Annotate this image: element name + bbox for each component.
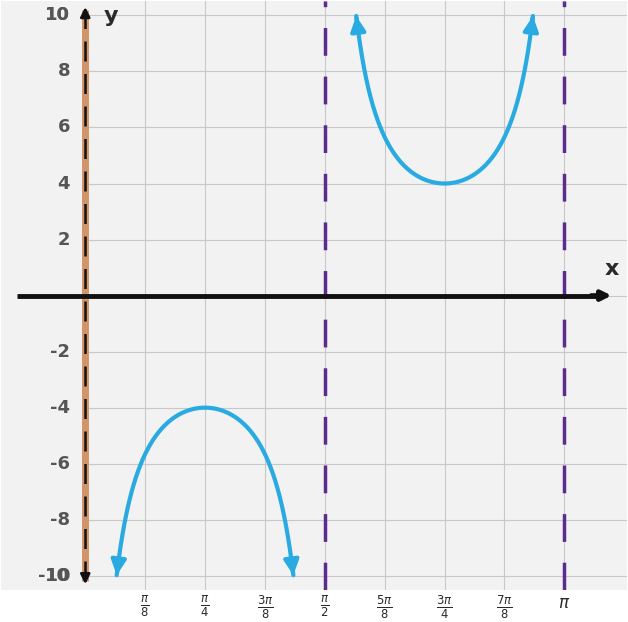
Text: 10: 10 [45,6,70,24]
Text: y: y [104,6,118,26]
Text: $\frac{7\pi}{8}$: $\frac{7\pi}{8}$ [496,594,512,621]
Text: $\frac{5\pi}{8}$: $\frac{5\pi}{8}$ [376,594,393,621]
Text: $\frac{\pi}{4}$: $\frac{\pi}{4}$ [200,594,210,620]
Text: $\frac{3\pi}{4}$: $\frac{3\pi}{4}$ [436,594,453,621]
Text: -8: -8 [50,511,70,529]
Text: 10: 10 [45,567,70,585]
Text: 10: 10 [45,6,70,24]
Text: $\frac{3\pi}{8}$: $\frac{3\pi}{8}$ [257,594,273,621]
Text: -6: -6 [50,455,70,473]
Text: -2: -2 [50,343,70,361]
Text: 4: 4 [58,175,70,193]
Text: -4: -4 [50,399,70,417]
Text: $\frac{\pi}{8}$: $\frac{\pi}{8}$ [141,594,150,620]
Text: 2: 2 [58,231,70,249]
Text: 6: 6 [58,118,70,136]
Text: $\pi$: $\pi$ [558,594,570,612]
Text: -10: -10 [38,567,70,585]
Text: x: x [604,259,619,279]
Text: 8: 8 [57,62,70,80]
Text: $\frac{\pi}{2}$: $\frac{\pi}{2}$ [320,594,330,620]
